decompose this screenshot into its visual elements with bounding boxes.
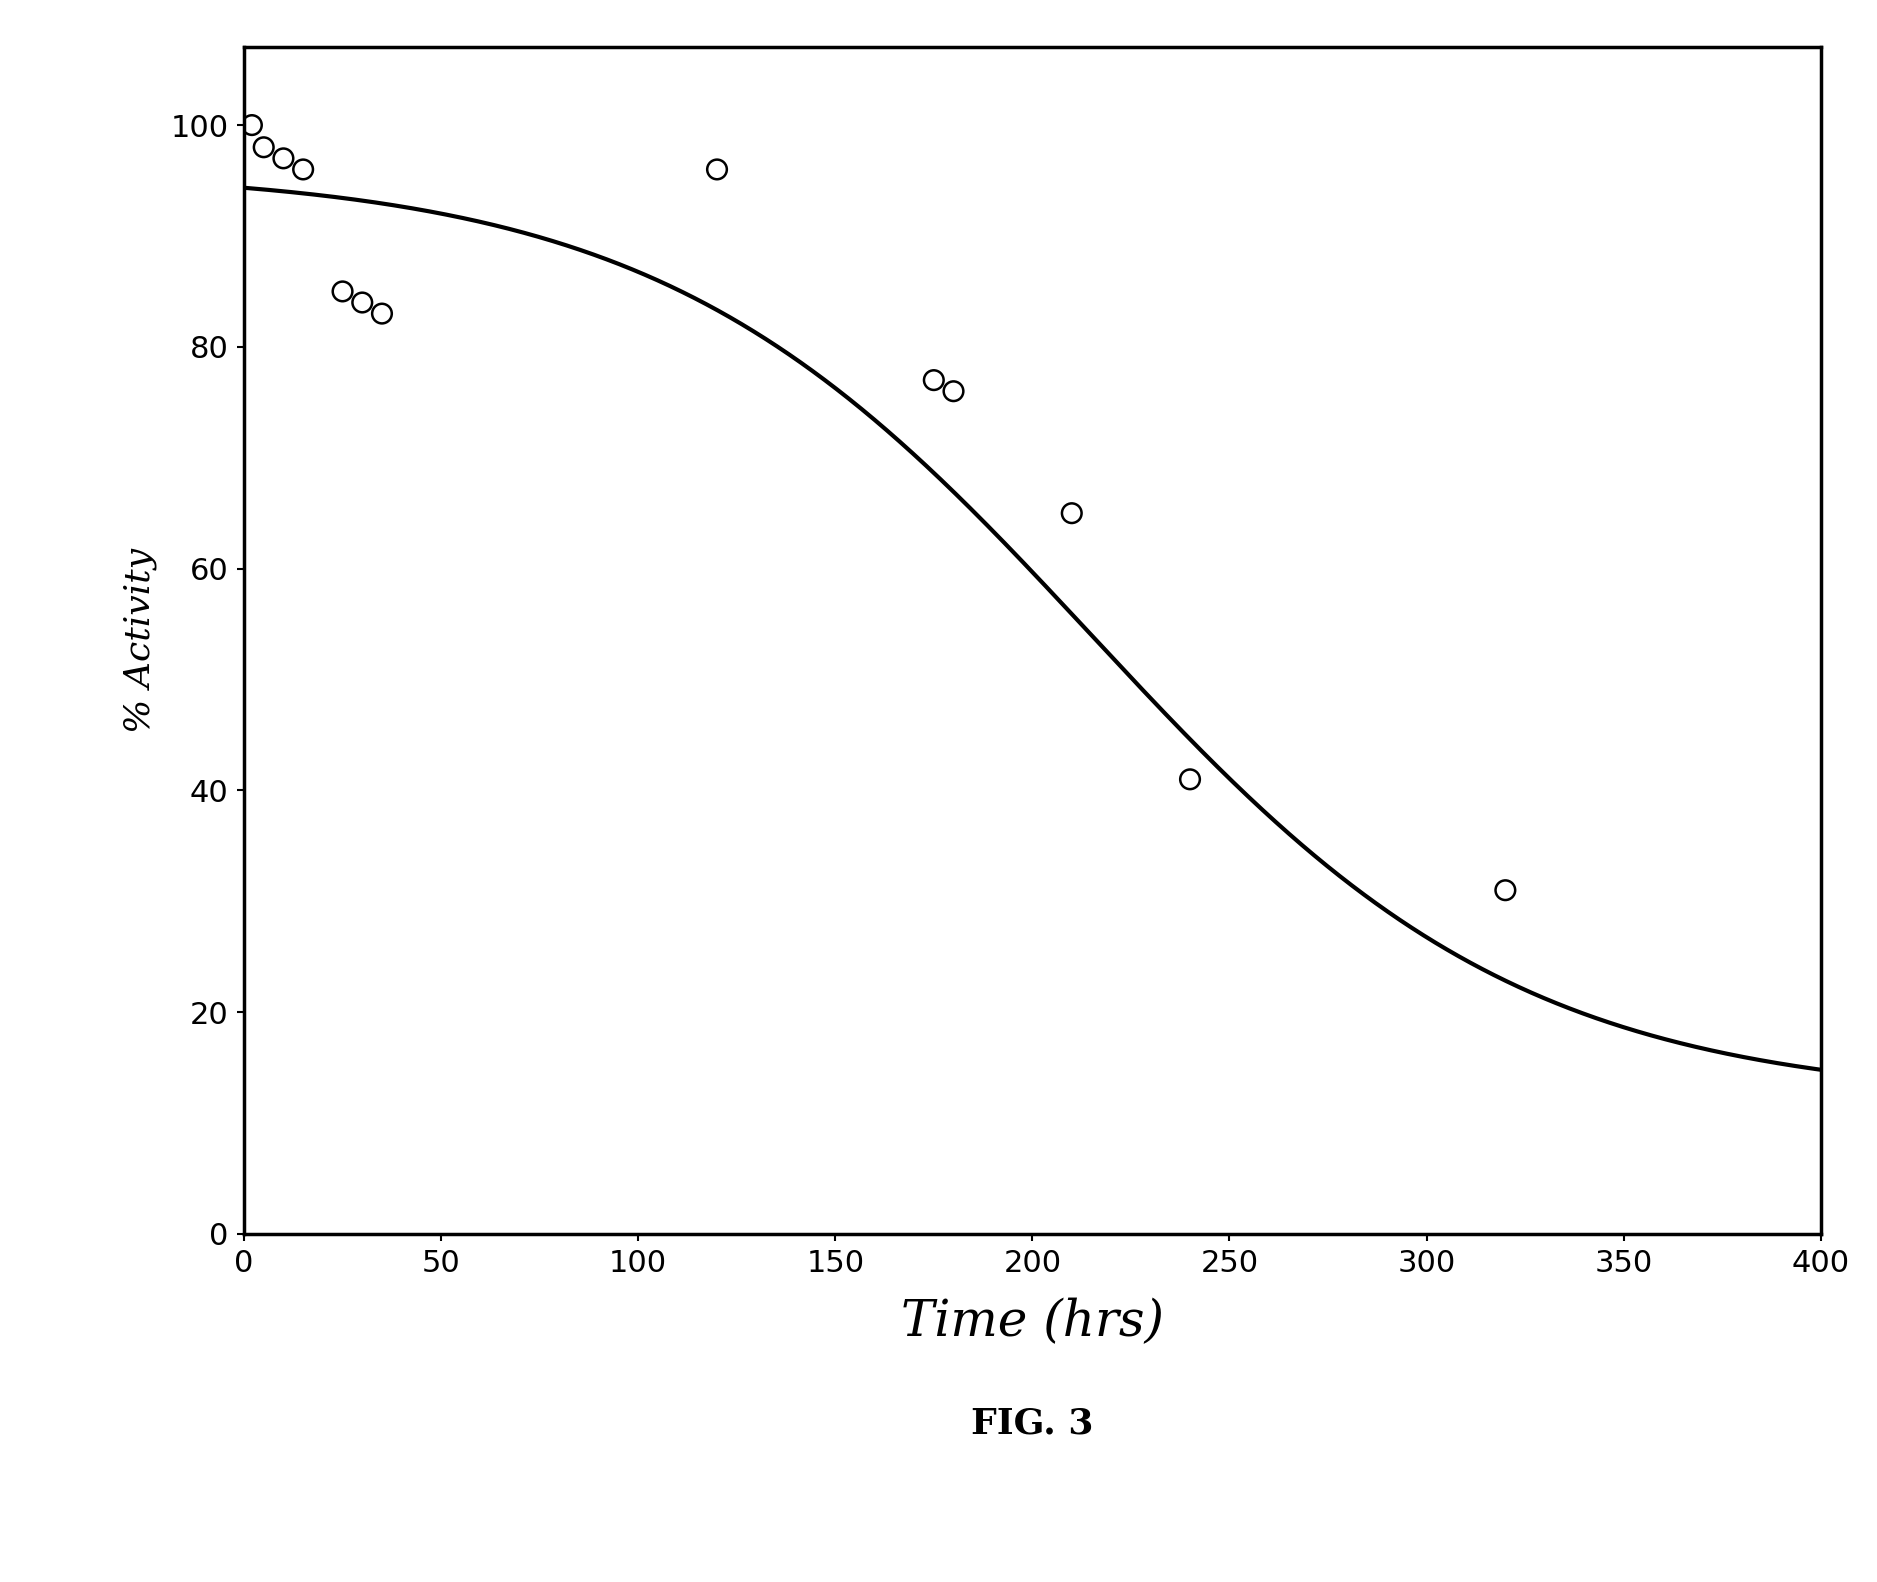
Point xyxy=(920,367,950,392)
Point xyxy=(1057,500,1087,525)
Point xyxy=(938,378,969,403)
Point xyxy=(268,146,298,171)
Point xyxy=(237,112,267,138)
Point xyxy=(347,290,377,315)
Point xyxy=(248,134,278,160)
Y-axis label: % Activity: % Activity xyxy=(122,549,156,732)
Point xyxy=(368,301,398,326)
X-axis label: Time (hrs): Time (hrs) xyxy=(901,1297,1164,1348)
Point xyxy=(1490,878,1520,903)
Point xyxy=(1175,767,1205,793)
Point xyxy=(702,157,732,182)
Point xyxy=(327,278,357,304)
Text: FIG. 3: FIG. 3 xyxy=(970,1406,1094,1441)
Point xyxy=(289,157,319,182)
